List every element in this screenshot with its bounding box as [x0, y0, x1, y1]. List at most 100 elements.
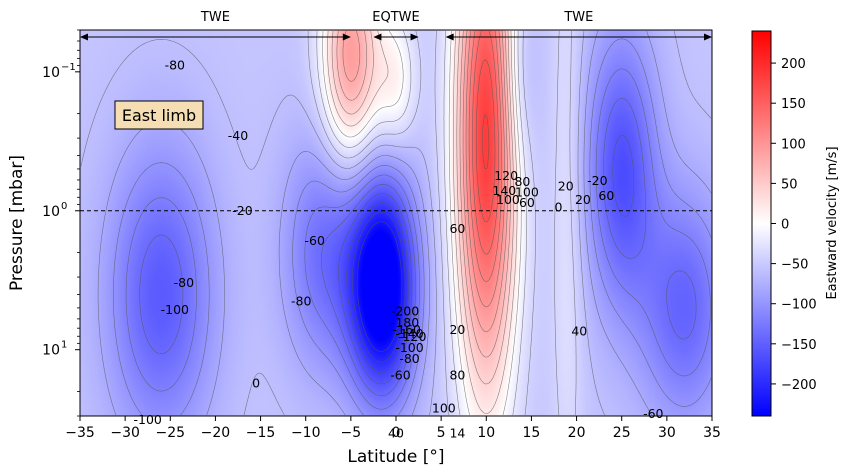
x-tick-label: 10 — [477, 425, 495, 441]
contour-label: -80 — [165, 57, 185, 72]
contour-label: 100 — [496, 192, 520, 207]
contour-line — [482, 114, 490, 170]
contour-labels: -80-40-20-60-80-100-800-100-200-180-160-… — [134, 57, 664, 440]
contour-label: 20 — [558, 179, 574, 194]
x-tick-label: 20 — [568, 425, 586, 441]
contour-label: 40 — [571, 324, 587, 339]
plot-area: -80-40-20-60-80-100-800-100-200-180-160-… — [79, 10, 713, 440]
contour-label: -140 — [395, 326, 423, 341]
contour-label: -80 — [174, 275, 194, 290]
contour-line — [331, 30, 514, 385]
x-tick-label: −30 — [110, 425, 140, 441]
contour-label: 60 — [449, 221, 465, 236]
contour-line — [113, 38, 712, 416]
contour-line — [322, 30, 522, 416]
contour-line — [346, 202, 409, 374]
y-tick-label: 10 — [42, 343, 60, 359]
contour-label: -60 — [390, 367, 410, 382]
annotation-box-frame — [114, 100, 204, 130]
contour-line — [468, 30, 503, 282]
colorbar-tick-label: 150 — [781, 97, 806, 112]
contour-label: 20 — [575, 192, 591, 207]
x-tick-label: 25 — [613, 425, 631, 441]
contour-label: 120 — [494, 168, 518, 183]
contour-label: 100 — [432, 401, 456, 416]
region-arrowhead-right — [704, 33, 712, 41]
contour-label: -200 — [391, 303, 419, 318]
colorbar-tick-label: −200 — [781, 378, 817, 393]
contour-line — [338, 134, 635, 385]
colorbar-tick-label: 200 — [781, 57, 806, 72]
x-tick-label: 35 — [703, 425, 721, 441]
contour-line — [465, 30, 505, 308]
x-tick-label: −10 — [291, 425, 321, 441]
x-tick-label: 15 — [523, 425, 541, 441]
contour-label: 14 — [449, 425, 465, 440]
colorbar-ticks: −200 −150 −100 −50 0 50 100 150 200 — [771, 57, 817, 393]
contour-line — [352, 211, 406, 363]
colorbar-fill — [752, 31, 771, 416]
region-label: EQTWE — [372, 10, 419, 25]
contour-label: -20 — [232, 203, 252, 218]
contour-label: -120 — [398, 329, 426, 344]
contour-label: 60 — [598, 188, 614, 203]
contour-line — [316, 30, 527, 416]
colorbar-tick-label: −100 — [781, 298, 817, 313]
contour-label: -20 — [587, 173, 607, 188]
contour-line — [356, 221, 403, 352]
x-axis: −35 −30 −25 −20 −15 −10 −5 0 5 10 15 20 25 30 35 — [65, 416, 721, 441]
contour-label: 20 — [449, 322, 465, 337]
region-arrows: TWE EQTWE TWE — [80, 10, 712, 41]
x-tick-label: 5 — [437, 425, 446, 441]
contour-label: 40 — [388, 425, 404, 440]
contour-label: -180 — [391, 315, 419, 330]
contour-line — [327, 30, 518, 414]
contour-label: 0 — [555, 200, 563, 215]
colorbar-tick-label: 0 — [781, 218, 789, 233]
x-tick-label: −25 — [156, 425, 186, 441]
contour-label: -40 — [228, 128, 248, 143]
colorbar-tick-label: −150 — [781, 338, 817, 353]
colorbar-tick-label: 100 — [781, 137, 806, 152]
y-tick-exponent: 0 — [61, 201, 67, 212]
colorbar-label: Eastward velocity [m/s] — [825, 146, 840, 299]
y-axis-label: Pressure [mbar] — [7, 155, 27, 291]
x-tick-label: 30 — [658, 425, 676, 441]
contour-line — [80, 30, 712, 416]
contour-line — [125, 68, 711, 410]
y-tick-label: 10 — [42, 204, 60, 220]
contour-label: -160 — [393, 322, 421, 337]
contour-label: 80 — [514, 174, 530, 189]
y-tick-exponent: −1 — [61, 62, 76, 73]
contour-label: -60 — [305, 233, 325, 248]
contour-label: -60 — [643, 406, 663, 421]
x-tick-label: −5 — [341, 425, 362, 441]
contour-label: -80 — [399, 351, 419, 366]
contour-label: 140 — [492, 183, 516, 198]
annotation-east-limb: East limb — [122, 106, 196, 125]
contour-label: -80 — [291, 294, 311, 309]
x-tick-label: −15 — [246, 425, 276, 441]
contour-label: 60 — [519, 195, 535, 210]
contour-line — [342, 30, 508, 333]
contour-label: -100 — [161, 302, 189, 317]
colorbar-tick-label: −50 — [781, 258, 808, 273]
region-label: TWE — [563, 10, 593, 25]
region-arrowhead-left — [80, 33, 88, 41]
contour-line — [336, 30, 511, 358]
x-axis-label: Latitude [°] — [347, 447, 444, 467]
y-tick-exponent: 1 — [61, 340, 67, 351]
colorbar-tick-label: 50 — [781, 177, 798, 192]
colorbar: −200 −150 −100 −50 0 50 100 150 200 Eastward vel… — [751, 30, 840, 417]
contour-label: 0 — [252, 375, 260, 390]
contour-line — [472, 30, 499, 255]
contour-line — [139, 98, 697, 396]
region-arrowhead-left — [373, 33, 382, 41]
contour-line — [475, 59, 496, 223]
contour-label: -100 — [395, 340, 423, 355]
region-arrowhead-right — [342, 33, 351, 41]
x-tick-label: −35 — [65, 425, 95, 441]
contour-label: 80 — [449, 367, 465, 382]
